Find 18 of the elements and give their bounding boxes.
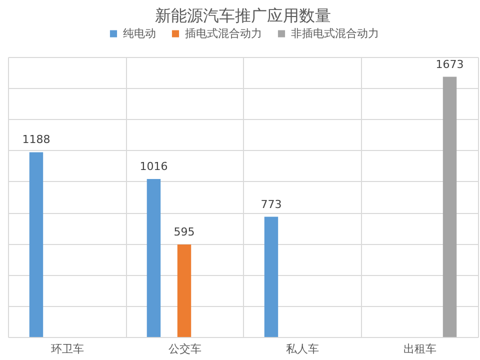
data-label: 1016 (140, 160, 168, 173)
bar (442, 76, 457, 337)
bar (146, 178, 161, 337)
legend-label: 纯电动 (123, 26, 156, 40)
bar (264, 216, 278, 337)
x-tick-label: 私人车 (286, 342, 319, 356)
data-label: 773 (260, 198, 282, 211)
x-tick-label: 公交车 (168, 342, 202, 356)
bar (177, 244, 192, 337)
legend-label: 插电式混合动力 (185, 26, 262, 40)
chart-title: 新能源汽车推广应用数量 (155, 6, 331, 25)
data-label: 595 (174, 225, 195, 238)
data-label: 1188 (22, 133, 50, 146)
legend-label: 非插电式混合动力 (291, 26, 379, 40)
data-label: 1673 (436, 58, 464, 71)
bar (29, 152, 44, 337)
x-tick-label: 环卫车 (50, 342, 84, 356)
x-tick-label: 出租车 (403, 342, 436, 356)
